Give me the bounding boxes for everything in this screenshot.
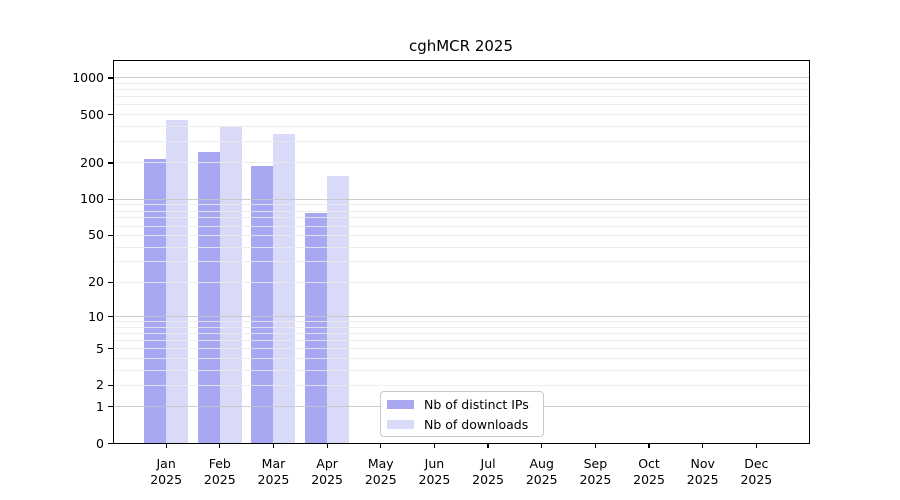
x-tick-mark (594, 443, 596, 448)
minor-gridline (112, 210, 810, 212)
x-tick-mark (165, 443, 167, 448)
y-tick-label: 1000 (72, 69, 104, 85)
y-tick-mark (108, 234, 113, 237)
y-tick-label: 500 (80, 106, 104, 122)
x-tick-mark (326, 443, 328, 448)
y-tick-label: 200 (80, 154, 104, 170)
y-tick-label: 100 (80, 191, 104, 207)
bar-downloads-feb (219, 125, 242, 444)
x-tick-mark (219, 443, 221, 448)
y-tick-mark (108, 198, 113, 200)
bar-ips-apr (305, 212, 328, 444)
legend: Nb of distinct IPs Nb of downloads (380, 391, 544, 437)
minor-gridline (112, 281, 810, 283)
x-tick-label: Feb 2025 (203, 456, 236, 487)
minor-gridline (112, 125, 810, 127)
minor-gridline (112, 321, 810, 323)
bar-downloads-mar (273, 134, 296, 444)
minor-gridline (112, 141, 810, 143)
minor-gridline (112, 89, 810, 91)
minor-gridline (112, 217, 810, 219)
y-tick-label: 0 (96, 435, 104, 451)
bar-ips-mar (251, 165, 274, 444)
x-tick-mark (272, 443, 275, 448)
legend-swatch-distinct-ips (387, 399, 414, 409)
y-tick-mark (108, 77, 113, 79)
minor-gridline (112, 357, 810, 359)
x-tick-mark (433, 443, 435, 448)
x-tick-label: Aug 2025 (525, 456, 558, 487)
minor-gridline (112, 225, 810, 227)
chart-title: cghMCR 2025 (408, 37, 514, 55)
major-gridline (112, 316, 810, 318)
minor-gridline (112, 83, 810, 85)
y-tick-mark (108, 316, 113, 318)
y-tick-label: 1 (96, 398, 104, 414)
x-tick-label: Jul 2025 (472, 456, 504, 487)
minor-gridline (112, 104, 810, 106)
minor-gridline (112, 234, 810, 236)
y-tick-mark (108, 113, 113, 116)
x-tick-label: Mar 2025 (257, 456, 290, 487)
y-tick-mark (108, 384, 113, 386)
minor-gridline (112, 162, 810, 164)
minor-gridline (112, 96, 810, 98)
legend-entry-downloads: Nb of downloads (387, 417, 537, 432)
x-tick-mark (648, 443, 650, 448)
y-tick-mark (108, 442, 113, 445)
major-gridline (112, 77, 810, 79)
x-tick-label: Sep 2025 (579, 456, 612, 487)
x-tick-mark (541, 443, 543, 448)
y-tick-mark (108, 162, 113, 164)
y-tick-label: 2 (96, 377, 104, 393)
minor-gridline (112, 261, 810, 263)
minor-gridline (112, 369, 810, 371)
x-tick-mark (380, 443, 382, 448)
bar-downloads-apr (327, 175, 350, 444)
y-tick-label: 5 (96, 340, 104, 356)
y-tick-label: 50 (88, 227, 104, 243)
plot-area (112, 60, 810, 444)
x-tick-label: Nov 2025 (686, 456, 719, 487)
x-tick-label: Apr 2025 (311, 456, 344, 487)
minor-gridline (112, 114, 810, 116)
minor-gridline (112, 340, 810, 342)
legend-label-downloads: Nb of downloads (424, 416, 529, 432)
y-tick-label: 20 (88, 274, 104, 290)
legend-label-distinct-ips: Nb of distinct IPs (424, 396, 529, 412)
x-tick-label: May 2025 (364, 456, 397, 487)
x-tick-mark (487, 443, 489, 448)
x-tick-label: Jan 2025 (150, 456, 183, 487)
y-tick-mark (108, 348, 113, 350)
y-tick-mark (108, 281, 113, 283)
x-tick-mark (702, 443, 704, 448)
minor-gridline (112, 326, 810, 328)
major-gridline (112, 198, 810, 200)
minor-gridline (112, 332, 810, 334)
minor-gridline (112, 348, 810, 350)
y-tick-mark (108, 406, 113, 408)
legend-entry-distinct-ips: Nb of distinct IPs (387, 397, 537, 412)
x-tick-label: Dec 2025 (740, 456, 773, 487)
y-tick-label: 10 (88, 308, 104, 324)
bar-downloads-jan (166, 120, 189, 444)
legend-swatch-downloads (387, 419, 414, 429)
x-tick-label: Jun 2025 (418, 456, 451, 487)
x-tick-mark (755, 443, 757, 448)
x-tick-label: Oct 2025 (633, 456, 665, 487)
bar-ips-jan (144, 159, 167, 444)
minor-gridline (112, 246, 810, 248)
minor-gridline (112, 204, 810, 206)
minor-gridline (112, 384, 810, 386)
bar-ips-feb (197, 152, 220, 444)
